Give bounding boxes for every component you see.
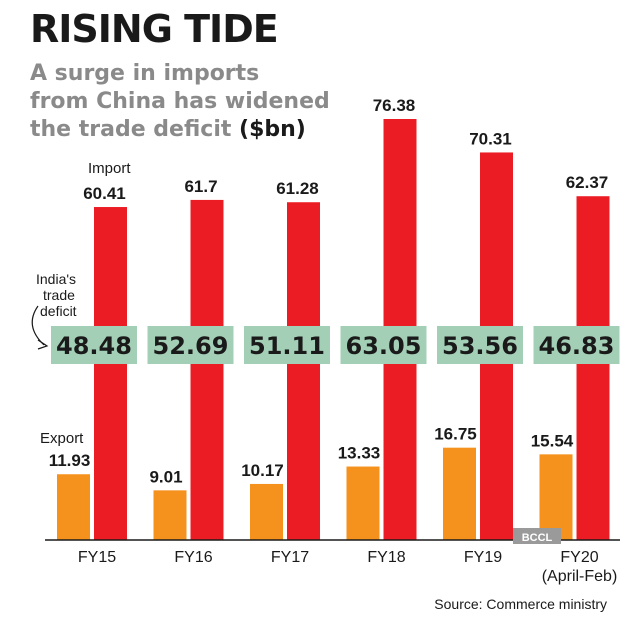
deficit-box: [437, 326, 523, 364]
deficit-box: [340, 326, 427, 364]
deficit-label-line: deficit: [40, 303, 77, 319]
watermark-text: BCCL: [522, 532, 553, 544]
deficit-label-line: India's: [36, 271, 76, 287]
deficit-value: 51.11: [249, 332, 325, 360]
import-bar: [287, 202, 320, 540]
import-bar: [94, 207, 127, 540]
export-value-label: 15.54: [531, 431, 574, 450]
export-value-label: 9.01: [149, 467, 182, 486]
chart-subtitle-line: the trade deficit ($bn): [30, 117, 306, 142]
chart-title: RISING TIDE: [30, 7, 278, 51]
chart-subtitle-line: A surge in imports: [30, 61, 259, 86]
watermark-box: [513, 528, 561, 544]
deficit-value: 63.05: [346, 332, 422, 360]
category-label: FY20: [560, 549, 598, 566]
import-value-label: 70.31: [469, 129, 512, 148]
export-value-label: 10.17: [241, 461, 284, 480]
import-value-label: 61.28: [276, 179, 319, 198]
export-legend-label: Export: [40, 430, 84, 447]
export-bar: [346, 466, 380, 540]
source-note: Source: Commerce ministry: [434, 596, 607, 612]
export-value-label: 16.75: [434, 425, 477, 444]
category-label: FY17: [271, 549, 309, 566]
export-bar: [153, 490, 187, 540]
import-value-label: 61.7: [184, 177, 217, 196]
category-label: FY16: [174, 549, 212, 566]
export-bar: [443, 447, 476, 540]
export-value-label: 11.93: [49, 451, 91, 470]
export-bar: [250, 483, 283, 540]
deficit-box: [51, 326, 137, 364]
import-value-label: 60.41: [83, 184, 126, 203]
export-bar: [539, 454, 573, 540]
category-label: FY18: [367, 549, 405, 566]
deficit-label-line: trade: [43, 287, 75, 303]
export-value-label: 13.33: [338, 444, 381, 463]
deficit-value: 48.48: [56, 332, 132, 360]
deficit-value: 52.69: [153, 332, 229, 360]
export-bar: [57, 474, 90, 540]
deficit-box: [533, 326, 620, 364]
import-value-label: 62.37: [566, 173, 609, 192]
chart-subtitle-line: from China has widened: [30, 89, 330, 114]
deficit-value: 46.83: [539, 332, 615, 360]
deficit-box: [244, 326, 330, 364]
import-bar: [190, 199, 224, 540]
import-value-label: 76.38: [373, 96, 416, 115]
category-note: (April-Feb): [542, 568, 618, 585]
deficit-box: [147, 326, 234, 364]
deficit-pointer-arrowhead: [37, 339, 49, 350]
import-bar: [576, 196, 610, 540]
deficit-value: 53.56: [442, 332, 518, 360]
category-label: FY15: [78, 549, 116, 566]
category-label: FY19: [464, 549, 502, 566]
chart-subtitle-unit: ($bn): [231, 117, 306, 142]
import-legend-label: Import: [88, 160, 131, 177]
